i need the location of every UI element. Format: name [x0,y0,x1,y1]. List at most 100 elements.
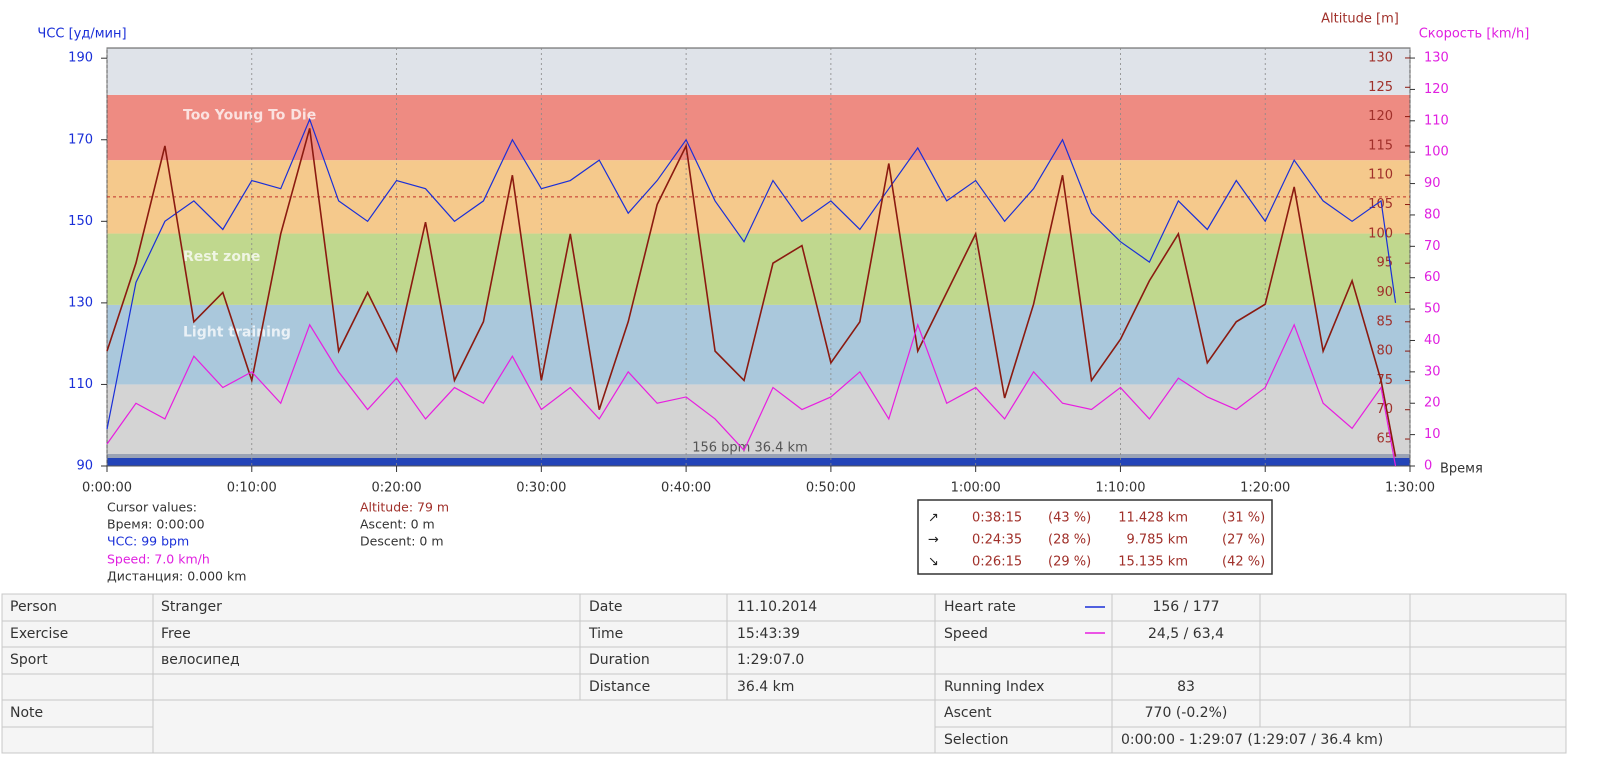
y3-tick-label: 70 [1424,239,1441,254]
y3-tick-label: 40 [1424,333,1441,348]
y3-tick-label: 30 [1424,364,1441,379]
selection-bar-bg [107,454,1410,459]
cursor-value: Descent: 0 m [360,534,444,549]
value: Free [161,626,191,642]
series-line [106,117,1397,430]
y2-tick-label: 100 [1368,226,1393,241]
hr-zone [107,48,1410,95]
value: велосипед [161,652,240,668]
value: 36.4 km [737,679,795,695]
x-tick-label: 1:00:00 [951,481,1001,496]
label: Exercise [10,626,69,642]
zone-label: Rest zone [183,249,260,265]
summary-time-share: (28 %) [1048,533,1091,548]
cursor-value: Speed: 7.0 km/h [107,552,210,567]
y3-tick-label: 20 [1424,396,1441,411]
zone-label: Light training [183,325,291,341]
y3-tick-label: 130 [1424,51,1449,66]
value: 1:29:07.0 [737,652,805,668]
chart: Light training Rest zone Too Young To Die 0… [37,12,1530,584]
summary-box [917,499,1273,575]
label: Distance [589,679,651,695]
label: Duration [589,652,650,668]
y2-tick-label: 85 [1376,314,1393,329]
summary-time: 0:38:15 [972,511,1022,526]
y2-tick-label: 120 [1368,109,1393,124]
x-tick-label: 0:10:00 [227,481,277,496]
summary-time-share: (43 %) [1048,511,1091,526]
zone-label: Too Young To Die [183,108,316,124]
x-tick-label: 1:10:00 [1095,481,1145,496]
y-tick-label: 90 [76,459,93,474]
value: 83 [1177,679,1195,695]
label: Note [10,705,44,721]
series-line [106,128,1397,457]
value: 24,5 / 63,4 [1148,626,1224,642]
y2-tick-label: 80 [1376,344,1393,359]
y3-tick-label: 10 [1424,427,1441,442]
selection-bar [107,458,1410,466]
y2-tick-label: 115 [1368,138,1393,153]
y2-tick-label: 105 [1368,197,1393,212]
summary-distance: 11.428 km [1118,511,1188,526]
hr-zone [107,304,1410,385]
plot-frame [106,47,1411,467]
x-tick-label: 0:40:00 [661,481,711,496]
y-tick-label: 170 [68,132,93,147]
value: 156 / 177 [1152,599,1220,615]
y3-tick-label: 60 [1424,270,1441,285]
value: Stranger [161,599,222,615]
summary-distance: 9.785 km [1126,533,1188,548]
y3-tick-label: 0 [1424,459,1432,474]
summary-time: 0:24:35 [972,533,1022,548]
y-tick-label: 130 [68,295,93,310]
y2-tick-label: 125 [1368,80,1393,95]
y3-axis-title: Скорость [km/h] [1419,27,1530,42]
y-tick-label: 190 [68,51,93,66]
cursor-value: Время: 0:00:00 [107,517,205,532]
value: 770 (-0.2%) [1144,705,1228,721]
y3-tick-label: 90 [1424,176,1441,191]
label: Running Index [944,679,1045,695]
summary-icon: ↘ [928,555,939,570]
summary-distance-share: (42 %) [1222,555,1265,570]
y-axis-title: ЧСС [уд/мин] [37,27,126,42]
y-tick-label: 110 [68,377,93,392]
y2-tick-label: 90 [1376,285,1393,300]
label: Person [10,599,58,615]
x-tick-label: 1:30:00 [1385,481,1435,496]
hr-zone [107,384,1410,466]
x-axis-title: Время [1440,462,1483,477]
value: 11.10.2014 [737,599,818,615]
table-bg [1,593,1567,754]
footer-label: 156 bpm 36.4 km [692,441,808,456]
summary-icon: ↗ [928,511,939,526]
y2-tick-label: 110 [1368,168,1393,183]
summary-distance: 15.135 km [1118,555,1188,570]
label: Sport [10,652,48,668]
y3-tick-label: 120 [1424,82,1449,97]
cursor-value: Дистанция: 0.000 km [107,569,246,584]
x-tick-label: 0:30:00 [516,481,566,496]
summary-time: 0:26:15 [972,555,1022,570]
hr-zone [107,233,1410,305]
x-tick-label: 0:20:00 [371,481,421,496]
label: Heart rate [944,599,1016,615]
x-tick-label: 1:20:00 [1240,481,1290,496]
y3-tick-label: 50 [1424,302,1441,317]
value: 15:43:39 [737,626,800,642]
value: 0:00:00 - 1:29:07 (1:29:07 / 36.4 km) [1121,732,1384,748]
y2-tick-label: 65 [1376,432,1393,447]
summary-icon: → [928,533,939,548]
y3-tick-label: 110 [1424,113,1449,128]
label: Speed [944,626,988,642]
summary-time-share: (29 %) [1048,555,1091,570]
label: Date [589,599,623,615]
x-tick-label: 0:00:00 [82,481,132,496]
y2-tick-label: 130 [1368,50,1393,65]
hr-zone [107,94,1410,161]
series-line [106,322,1397,467]
cursor-value: Altitude: 79 m [360,500,449,515]
cursor-value: ЧСС: 99 bpm [107,534,189,549]
